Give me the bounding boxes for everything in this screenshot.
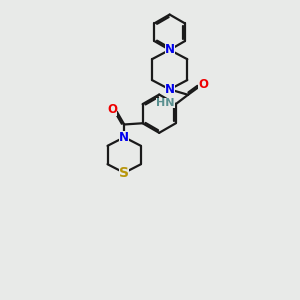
Text: N: N — [165, 83, 175, 96]
Text: O: O — [198, 79, 208, 92]
Text: N: N — [119, 131, 129, 144]
Text: O: O — [107, 103, 117, 116]
Text: S: S — [119, 166, 129, 180]
Text: HN: HN — [156, 98, 175, 108]
Text: N: N — [165, 44, 175, 56]
